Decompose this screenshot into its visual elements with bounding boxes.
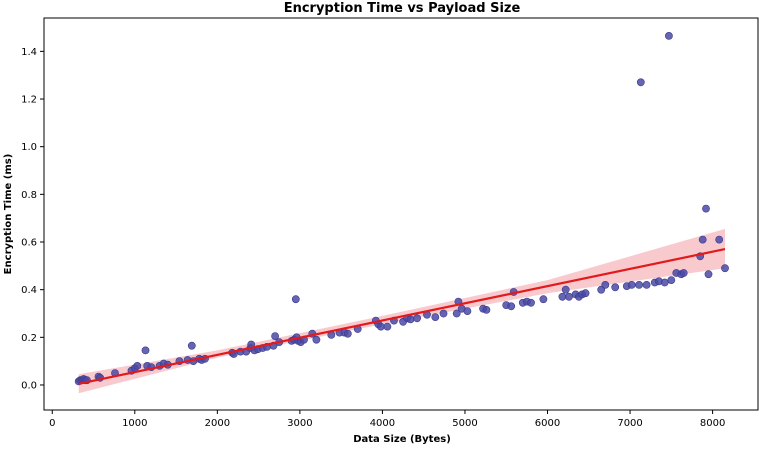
data-point bbox=[667, 276, 676, 284]
x-tick-label: 8000 bbox=[700, 418, 725, 429]
data-point bbox=[715, 235, 724, 244]
data-point bbox=[312, 335, 321, 344]
data-point bbox=[383, 322, 392, 331]
x-tick-label: 4000 bbox=[370, 418, 395, 429]
data-point bbox=[376, 322, 385, 331]
data-point bbox=[482, 305, 491, 314]
data-point bbox=[698, 235, 707, 244]
plot-frame bbox=[43, 17, 759, 411]
x-tick-label: 7000 bbox=[617, 418, 642, 429]
data-point bbox=[636, 78, 645, 87]
y-axis-label: Encryption Time (ms) bbox=[3, 154, 14, 275]
y-tick-label: 0.8 bbox=[21, 190, 37, 201]
x-tick-label: 6000 bbox=[535, 418, 560, 429]
data-point bbox=[431, 313, 440, 321]
data-points-layer bbox=[74, 32, 729, 386]
data-point bbox=[539, 295, 548, 304]
data-point bbox=[271, 332, 279, 340]
data-point bbox=[601, 280, 610, 289]
data-point bbox=[561, 285, 570, 294]
y-tick-label: 1.0 bbox=[21, 142, 37, 153]
data-point bbox=[187, 341, 196, 350]
data-point bbox=[635, 280, 643, 289]
x-axis-ticks: 0 1000 2000 3000 4000 5000 6000 7000 8000 bbox=[49, 410, 725, 429]
data-point bbox=[679, 269, 688, 277]
x-tick-label: 2000 bbox=[205, 418, 230, 429]
regression-line bbox=[78, 248, 726, 385]
confidence-band-layer bbox=[78, 228, 725, 394]
y-tick-label: 0.0 bbox=[21, 380, 37, 391]
data-point bbox=[627, 280, 636, 289]
regression-line-layer bbox=[78, 248, 726, 385]
data-point bbox=[565, 292, 573, 301]
data-point bbox=[702, 204, 710, 213]
data-point bbox=[611, 283, 620, 292]
x-tick-label: 5000 bbox=[452, 418, 477, 429]
y-tick-label: 0.2 bbox=[21, 333, 37, 344]
y-tick-label: 0.6 bbox=[21, 238, 37, 249]
x-tick-label: 1000 bbox=[122, 418, 147, 429]
data-point bbox=[558, 292, 567, 301]
data-point bbox=[133, 361, 142, 370]
data-point bbox=[413, 314, 421, 323]
data-point bbox=[463, 307, 472, 315]
data-point bbox=[452, 309, 461, 318]
data-point bbox=[704, 270, 713, 279]
data-point bbox=[581, 289, 590, 298]
x-axis-label: Data Size (Bytes) bbox=[353, 434, 451, 445]
y-tick-label: 0.4 bbox=[21, 285, 37, 296]
data-point bbox=[343, 329, 352, 338]
data-point bbox=[439, 309, 448, 318]
chart-title: Encryption Time vs Payload Size bbox=[284, 1, 521, 16]
y-tick-label: 1.2 bbox=[21, 95, 37, 106]
data-point bbox=[291, 295, 300, 304]
data-point bbox=[527, 298, 535, 307]
y-axis-ticks: 0.0 0.2 0.4 0.6 0.8 1.0 1.2 1.4 bbox=[21, 47, 44, 391]
x-tick-label: 3000 bbox=[287, 418, 312, 429]
data-point bbox=[665, 32, 673, 40]
confidence-band bbox=[78, 228, 725, 394]
data-point bbox=[660, 278, 669, 287]
x-tick-label: 0 bbox=[49, 418, 55, 429]
data-point bbox=[141, 346, 150, 355]
data-point bbox=[642, 280, 651, 289]
data-point bbox=[406, 315, 415, 324]
y-tick-label: 1.4 bbox=[21, 47, 37, 58]
data-point bbox=[721, 264, 729, 273]
data-point bbox=[507, 302, 516, 311]
